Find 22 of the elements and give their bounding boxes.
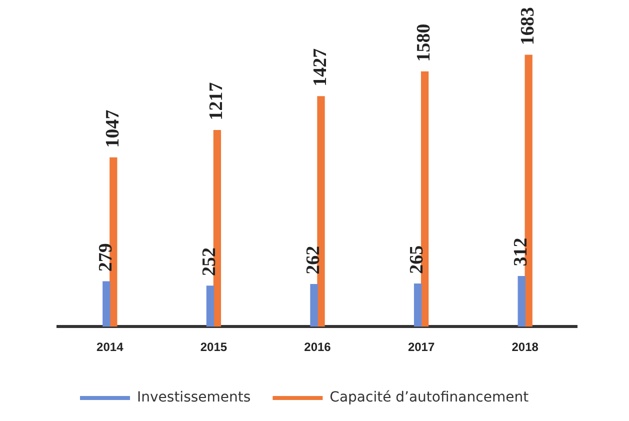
data-label: 1217 <box>206 82 228 120</box>
legend-label: Capacité d’autofinancement <box>330 390 530 406</box>
x-tick-label: 2016 <box>304 340 332 354</box>
data-label: 279 <box>95 243 116 272</box>
data-label: 265 <box>406 245 428 274</box>
bar <box>310 284 318 327</box>
legend-label: Investissements <box>137 390 251 406</box>
data-label: 312 <box>510 238 532 266</box>
data-label: 252 <box>199 247 220 276</box>
data-label: 1427 <box>310 48 331 86</box>
x-tick-label: 2018 <box>512 340 539 354</box>
bar <box>414 284 422 327</box>
data-label: 1580 <box>414 24 435 62</box>
bar <box>102 281 110 327</box>
bar <box>518 276 526 327</box>
x-tick-label: 2015 <box>200 340 228 354</box>
data-label: 1683 <box>518 7 539 46</box>
data-label: 262 <box>302 246 324 274</box>
x-tick-label: 2017 <box>408 340 435 354</box>
data-label: 1047 <box>102 109 124 148</box>
bar <box>206 286 214 327</box>
x-tick-label: 2014 <box>96 340 124 354</box>
